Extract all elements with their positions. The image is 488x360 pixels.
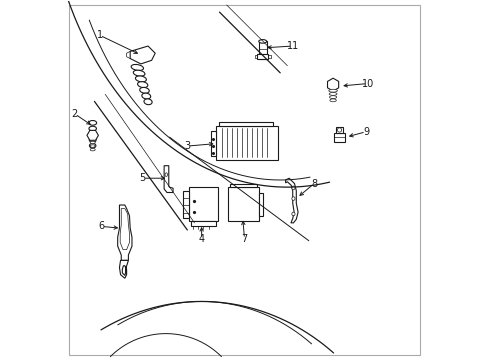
Text: 5: 5 xyxy=(139,173,145,183)
Ellipse shape xyxy=(291,197,294,201)
Text: 7: 7 xyxy=(241,234,247,244)
Ellipse shape xyxy=(328,89,337,92)
Ellipse shape xyxy=(89,132,96,136)
Ellipse shape xyxy=(329,96,336,99)
Ellipse shape xyxy=(90,148,95,151)
Bar xyxy=(258,193,263,216)
Text: 8: 8 xyxy=(310,179,317,189)
Text: 2: 2 xyxy=(72,109,78,119)
Bar xyxy=(258,41,266,59)
Ellipse shape xyxy=(90,141,95,144)
Bar xyxy=(210,131,216,156)
Bar xyxy=(228,187,258,221)
Bar xyxy=(190,221,216,226)
Ellipse shape xyxy=(137,82,147,87)
Ellipse shape xyxy=(164,173,167,176)
Text: 1: 1 xyxy=(97,30,102,40)
Text: 9: 9 xyxy=(362,127,368,137)
Ellipse shape xyxy=(329,99,336,102)
Text: 6: 6 xyxy=(99,221,104,231)
Ellipse shape xyxy=(291,212,294,216)
Text: 11: 11 xyxy=(286,41,298,51)
Ellipse shape xyxy=(337,128,341,132)
Ellipse shape xyxy=(142,93,150,99)
Text: 10: 10 xyxy=(361,78,373,89)
Text: 3: 3 xyxy=(184,141,190,151)
Ellipse shape xyxy=(89,143,96,148)
Polygon shape xyxy=(120,208,129,249)
Ellipse shape xyxy=(258,40,266,43)
Ellipse shape xyxy=(89,126,96,131)
Polygon shape xyxy=(119,260,128,278)
Bar xyxy=(230,184,257,187)
Polygon shape xyxy=(164,166,173,193)
Polygon shape xyxy=(130,46,155,64)
Ellipse shape xyxy=(88,121,97,125)
Bar xyxy=(335,127,343,133)
Bar xyxy=(257,54,268,59)
Ellipse shape xyxy=(131,64,143,71)
Bar xyxy=(333,133,345,143)
Bar xyxy=(189,187,217,221)
Ellipse shape xyxy=(140,87,149,93)
Ellipse shape xyxy=(90,145,95,147)
Bar xyxy=(216,126,278,160)
Bar xyxy=(183,191,189,217)
Ellipse shape xyxy=(89,138,96,142)
Polygon shape xyxy=(285,178,298,223)
Ellipse shape xyxy=(328,93,336,95)
Ellipse shape xyxy=(133,70,144,76)
Polygon shape xyxy=(118,205,132,260)
Ellipse shape xyxy=(143,99,152,105)
Bar xyxy=(219,122,272,126)
Ellipse shape xyxy=(291,186,294,190)
Ellipse shape xyxy=(135,76,146,82)
Text: 4: 4 xyxy=(198,234,204,244)
